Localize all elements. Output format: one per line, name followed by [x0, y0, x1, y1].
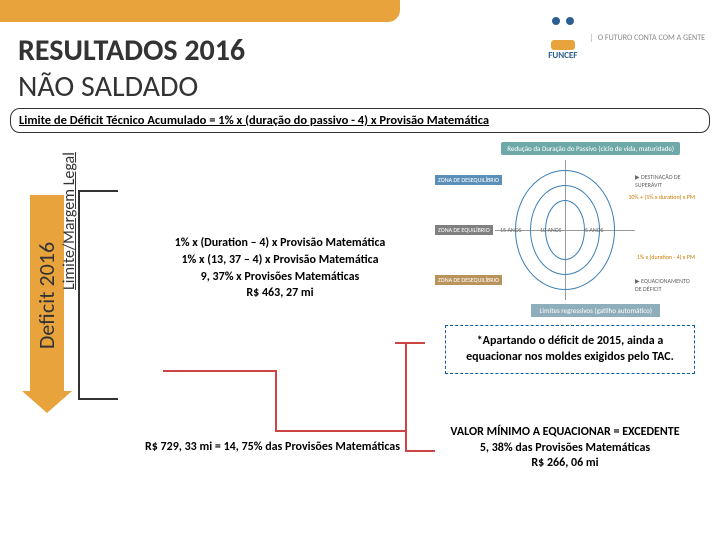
deficit-value: R$ 729, 33 mi = 14, 75% das Provisões Ma…	[145, 440, 400, 454]
aparte-box: *Apartando o déficit de 2015, ainda a eq…	[445, 325, 695, 374]
valor-min-line3: R$ 266, 06 mi	[435, 456, 695, 472]
margem-label: Limite/Margem Legal	[60, 152, 79, 290]
year-5: 5 ANOS	[585, 226, 603, 234]
limites-label: Limites regressivos (gatilho automático)	[531, 304, 660, 317]
formula-bot: 1% x (duration - 4) x PM	[637, 253, 695, 261]
curve-area: 15 ANOS 10 ANOS 5 ANOS	[495, 160, 635, 300]
equac-deficit: ▶ EQUACIONAMENTO DE DÉFICIT	[635, 277, 695, 293]
bracket-left-icon	[275, 370, 277, 432]
zone-equilibrio: ZONA DE EQUILÍBRIO	[435, 225, 493, 235]
valor-min-line1: VALOR MÍNIMO A EQUACIONAR = EXCEDENTE	[435, 425, 695, 441]
valor-min-line2: 5, 38% das Provisões Matemáticas	[435, 441, 695, 457]
margem-bracket	[78, 190, 118, 400]
calculation-block: 1% x (Duration – 4) x Provisão Matemátic…	[145, 235, 415, 302]
dest-superavit: ▶ DESTINAÇÃO DE SUPERÁVIT	[635, 173, 695, 189]
page-subtitle: NÃO SALDADO	[18, 68, 198, 105]
year-15: 15 ANOS	[500, 226, 522, 234]
logo-icon: FUNCEF	[543, 15, 583, 61]
logo-area: FUNCEF O FUTURO CONTA COM A GENTE	[543, 15, 705, 61]
page-title: RESULTADOS 2016	[18, 32, 245, 69]
zone-desequilibrio-bot: ZONA DE DESEQUILÍBRIO	[435, 275, 502, 285]
logo-tagline: O FUTURO CONTA COM A GENTE	[591, 34, 705, 43]
formula-bar: Limite de Déficit Técnico Acumulado = 1%…	[10, 108, 710, 133]
calc-line-3: 9, 37% x Provisões Matemáticas	[145, 269, 415, 286]
formula-top: 10% + (1% x duration) x PM	[628, 193, 695, 201]
calc-line-2: 1% x (13, 37 – 4) x Provisão Matemática	[145, 252, 415, 269]
header-orange-bar	[0, 0, 400, 22]
deficit-arrow-label: Deficit 2016	[34, 241, 61, 348]
calc-line-1: 1% x (Duration – 4) x Provisão Matemátic…	[145, 235, 415, 252]
valor-minimo-block: VALOR MÍNIMO A EQUACIONAR = EXCEDENTE 5,…	[435, 425, 695, 472]
reducao-label: Redução da Duração do Passivo (ciclo de …	[501, 142, 680, 155]
logo-name: FUNCEF	[543, 50, 583, 61]
year-10: 10 ANOS	[540, 226, 562, 234]
calc-line-4: R$ 463, 27 mi	[145, 285, 415, 302]
equilibrium-diagram: ZONA DE DESEQUILÍBRIO ZONA DE EQUILÍBRIO…	[435, 155, 695, 305]
zone-desequilibrio-top: ZONA DE DESEQUILÍBRIO	[435, 175, 502, 185]
bracket-right-icon	[405, 342, 407, 452]
